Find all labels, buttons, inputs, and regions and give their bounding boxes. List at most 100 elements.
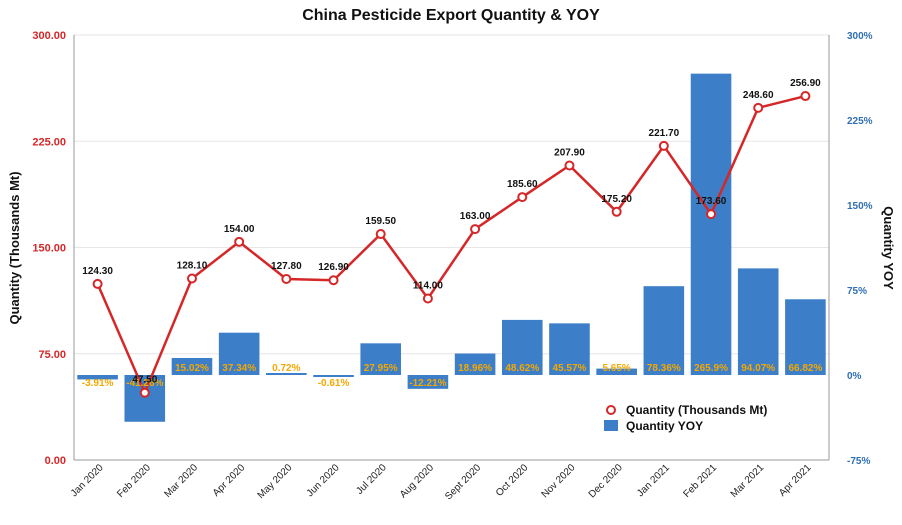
yoy-value-label: 37.34% [222, 363, 256, 374]
left-tick-label: 225.00 [32, 136, 66, 148]
quantity-point [375, 229, 386, 240]
left-tick-label: 0.00 [45, 455, 66, 467]
right-tick-label: 300% [847, 31, 873, 42]
yoy-value-label: 15.02% [175, 363, 209, 374]
yoy-value-label: 78.36% [647, 363, 681, 374]
quantity-point [139, 387, 150, 398]
left-tick-label: 300.00 [32, 30, 66, 42]
yoy-value-label: -3.91% [82, 378, 114, 389]
x-tick-label: Oct 2020 [494, 462, 531, 499]
quantity-value-label: 256.90 [790, 78, 821, 89]
right-axis-title: Quantity YOY [881, 206, 896, 290]
yoy-bar [596, 368, 637, 375]
chart-title: China Pesticide Export Quantity & YOY [302, 7, 600, 24]
legend-bar-swatch [604, 420, 618, 431]
quantity-value-label: 221.70 [649, 128, 680, 139]
x-tick-label: Feb 2020 [115, 462, 153, 500]
yoy-bar [77, 375, 118, 380]
quantity-point [517, 192, 528, 203]
yoy-bar [313, 375, 354, 377]
x-tick-label: Dec 2020 [587, 462, 625, 500]
yoy-bar [266, 373, 307, 375]
x-tick-label: Jan 2021 [635, 462, 672, 499]
x-tick-label: Jul 2020 [354, 462, 389, 497]
quantity-value-label: 248.60 [743, 90, 774, 101]
quantity-point [753, 102, 764, 113]
data-labels: -3.91% -41.26% 15.02% 37.34% 0.72% -0.61% 27.9… [82, 78, 823, 389]
yoy-bar [501, 319, 543, 375]
yoy-bars [77, 73, 826, 422]
yoy-value-label: -41.26% [126, 378, 163, 389]
right-tick-label: 0% [847, 371, 862, 382]
quantity-value-label: 173.60 [696, 196, 727, 207]
quantity-point [186, 273, 197, 284]
quantity-value-label: 124.30 [82, 266, 113, 277]
quantity-value-label: 159.50 [365, 216, 396, 227]
quantity-point [658, 140, 669, 151]
quantity-value-label: 126.90 [318, 262, 349, 273]
quantity-point [422, 293, 433, 304]
yoy-value-label: -0.61% [318, 378, 350, 389]
yoy-value-label: 45.57% [553, 363, 587, 374]
x-tick-label: May 2020 [256, 462, 295, 501]
axes: 0.00 75.00 150.00 225.00 300.00 -75% 0% 75% 150%… [32, 30, 872, 502]
x-tick-label: Nov 2020 [540, 462, 578, 500]
x-tick-label: Jan 2020 [69, 462, 106, 499]
x-tick-label: Apr 2021 [777, 462, 814, 499]
yoy-bar [690, 73, 732, 375]
quantity-value-label: 207.90 [554, 147, 585, 158]
quantity-value-label: 47.50 [132, 375, 157, 386]
yoy-value-label: -12.21% [409, 378, 446, 389]
x-tick-label: Aug 2020 [398, 462, 436, 500]
quantity-point [800, 91, 811, 102]
yoy-bar [407, 375, 449, 389]
yoy-value-label: 94.07% [741, 363, 775, 374]
yoy-value-label: 5.65% [602, 363, 630, 374]
quantity-value-label: 114.00 [413, 281, 443, 292]
legend: Quantity (Thousands Mt) Quantity YOY [604, 403, 767, 433]
yoy-value-label: 27.95% [364, 363, 398, 374]
yoy-value-label: 66.82% [788, 363, 822, 374]
left-tick-label: 75.00 [38, 349, 66, 361]
yoy-bar [454, 353, 496, 375]
yoy-bar [643, 286, 685, 375]
right-tick-label: 75% [847, 286, 867, 297]
legend-line-marker [606, 405, 616, 415]
right-tick-label: -75% [847, 456, 870, 467]
legend-line-label: Quantity (Thousands Mt) [626, 403, 767, 417]
quantity-point [328, 275, 339, 286]
quantity-value-label: 175.20 [601, 194, 632, 205]
right-tick-label: 150% [847, 201, 873, 212]
yoy-bar [360, 343, 402, 375]
x-tick-label: Feb 2021 [681, 462, 719, 500]
yoy-value-label: 18.96% [458, 363, 492, 374]
quantity-point [706, 209, 717, 220]
quantity-value-label: 128.10 [177, 261, 208, 272]
yoy-value-label: 0.72% [272, 363, 300, 374]
x-tick-label: Sept 2020 [443, 462, 483, 502]
quantity-value-label: 185.60 [507, 179, 538, 190]
yoy-bar [785, 299, 826, 375]
quantity-line-path [96, 94, 806, 396]
quantity-value-label: 127.80 [271, 261, 302, 272]
left-tick-label: 150.00 [32, 243, 66, 255]
quantity-point [470, 224, 481, 235]
legend-bar-label: Quantity YOY [626, 419, 703, 433]
quantity-point [234, 236, 245, 247]
x-tick-label: Apr 2020 [211, 462, 248, 499]
x-tick-label: Mar 2020 [162, 462, 200, 500]
yoy-bar [171, 357, 213, 375]
yoy-value-label: 265.9% [694, 363, 728, 374]
yoy-bar [218, 332, 260, 375]
yoy-bar [124, 375, 166, 422]
quantity-point [281, 273, 292, 284]
yoy-bar [549, 323, 590, 375]
quantity-point [564, 160, 575, 171]
yoy-value-label: 48.62% [505, 363, 539, 374]
quantity-value-label: 163.00 [460, 211, 491, 222]
quantity-value-label: 154.00 [224, 224, 255, 235]
x-tick-label: Mar 2021 [729, 462, 767, 500]
x-tick-label: Jun 2020 [305, 462, 342, 499]
yoy-bar [737, 268, 779, 375]
